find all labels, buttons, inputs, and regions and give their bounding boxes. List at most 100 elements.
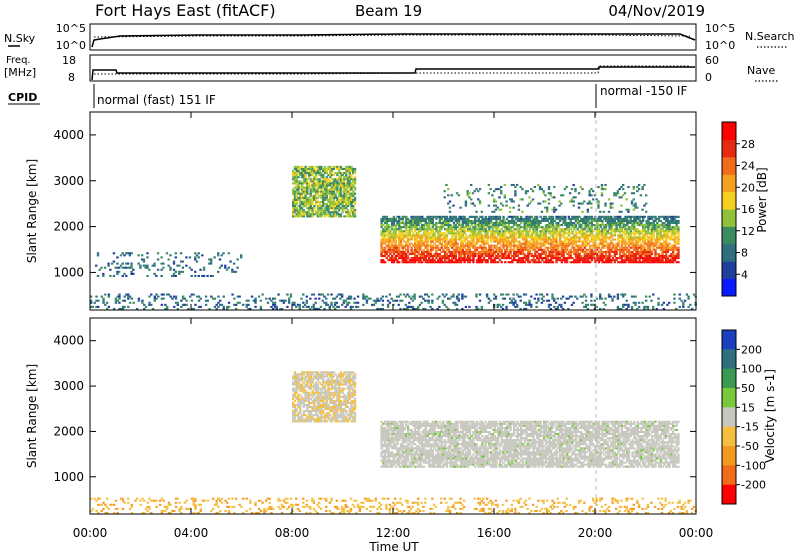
echo-cell [282,301,286,304]
echo-cell [279,307,282,310]
echo-cell [555,236,558,239]
echo-cell [300,174,304,177]
echo-cell [558,204,561,207]
echo-cell [491,215,495,218]
echo-cell [604,219,608,222]
echo-cell [472,240,475,243]
echo-cell [670,226,673,229]
echo-cell [617,219,620,222]
echo-cell [323,209,327,212]
echo-cell [608,224,611,227]
echo-cell [617,238,620,241]
echo-cell [304,188,307,191]
echo-cell [657,244,661,247]
echo-cell [185,256,188,259]
echo-cell [486,259,489,262]
echo-cell [299,200,302,203]
echo-cell [486,234,489,237]
echo-cell [155,274,158,277]
echo-cell [429,259,433,262]
echo-cell [597,255,601,258]
echo-cell [144,266,147,269]
echo-cell [383,232,387,235]
echo-cell [412,215,415,218]
echo-cell [564,219,567,222]
echo-cell [197,295,201,298]
echo-cell [663,240,666,243]
echo-cell [345,172,348,175]
echo-cell [292,416,295,419]
echo-cell [520,234,523,237]
echo-cell [325,176,328,179]
echo-cell [394,246,397,249]
echo-cell [548,228,551,231]
echo-cell [622,293,625,296]
echo-cell [304,192,307,195]
echo-cell [309,180,313,183]
echo-cell [451,244,454,247]
echo-cell [514,238,518,241]
echo-cell [327,213,330,216]
echo-cell [454,255,457,258]
echo-cell [306,196,309,199]
echo-cell [321,299,324,302]
echo-cell [234,303,238,306]
echo-cell [392,244,396,247]
echo-cell [687,295,690,298]
echo-cell [424,244,427,247]
echo-cell [516,215,519,218]
echo-cell [321,293,324,296]
echo-cell [323,207,327,210]
echo-cell [118,301,121,304]
echo-cell [245,305,248,308]
echo-cell [546,248,549,251]
echo-cell [521,234,525,237]
echo-cell [292,172,295,175]
echo-cell [293,200,297,203]
echo-cell [227,305,231,308]
echo-cell [123,305,126,308]
echo-cell [454,215,457,218]
echo-cell [474,232,477,235]
echo-cell [630,200,634,203]
echo-cell [389,259,392,262]
echo-cell [156,252,160,255]
echo-cell [440,259,443,262]
echo-cell [497,230,500,233]
echo-cell [325,303,328,306]
echo-cell [533,186,537,189]
echo-cell [470,232,473,235]
echo-cell [512,224,516,227]
echo-cell [98,268,101,271]
echo-cell [160,293,164,296]
echo-cell [514,228,518,231]
echo-cell [452,230,456,233]
echo-cell [348,213,351,216]
echo-cell [472,246,475,249]
echo-cell [514,217,518,220]
echo-cell [346,200,350,203]
echo-cell [431,228,434,231]
echo-cell [295,180,298,183]
echo-cell [516,217,519,220]
echo-cell [424,238,427,241]
echo-cell [678,293,681,296]
echo-cell [392,217,396,220]
echo-cell [322,169,325,173]
echo-cell [325,205,328,208]
echo-cell [413,307,416,310]
echo-cell [620,228,624,231]
echo-cell [583,240,587,243]
echo-cell [544,234,548,237]
echo-cell [567,242,571,245]
echo-cell [382,246,385,249]
echo-cell [470,228,473,231]
echo-cell [475,224,479,227]
echo-cell [311,190,314,193]
echo-cell [385,226,389,229]
echo-cell [668,228,671,231]
echo-cell [334,165,337,168]
echo-cell [426,261,429,264]
echo-cell [322,198,325,201]
echo-cell [297,186,300,189]
